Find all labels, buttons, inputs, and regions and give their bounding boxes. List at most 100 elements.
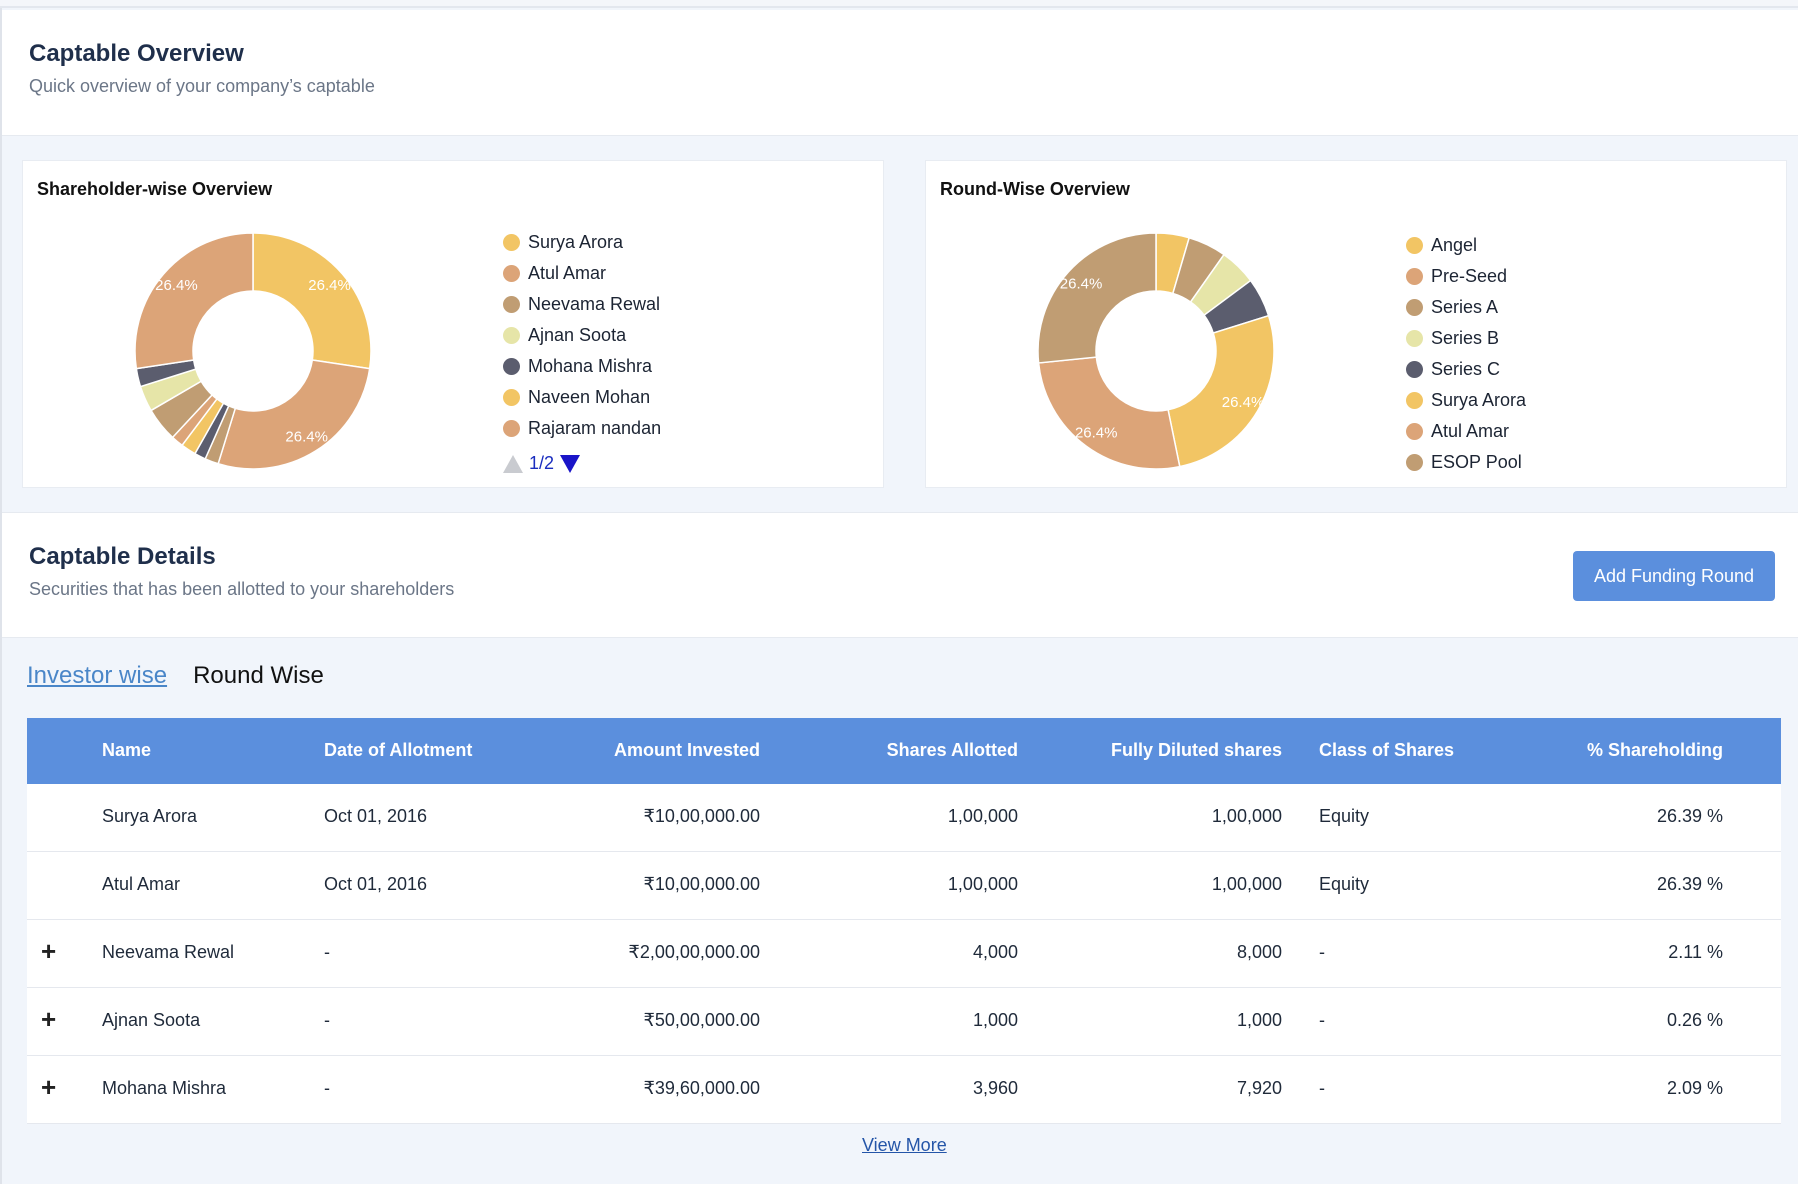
col-header-shareholding[interactable]: % Shareholding [1586, 740, 1723, 760]
donut-slice[interactable] [217, 359, 371, 470]
legend-dot [1406, 268, 1423, 285]
cell-shareholding: 0.26 % [1666, 1010, 1723, 1030]
cell-name: Surya Arora [102, 806, 198, 826]
donut-slice[interactable] [1037, 232, 1157, 364]
legend-dot [1406, 330, 1423, 347]
cell-shares: 4,000 [972, 942, 1018, 962]
legend-dot [1406, 299, 1423, 316]
captable-details-header: Captable Details Securities that has bee… [2, 512, 1798, 638]
legend-label: Series B [1431, 328, 1500, 348]
table-row[interactable]: + Mohana Mishra - ₹39,60,000.00 3,960 7,… [27, 1056, 1781, 1124]
col-header-name[interactable]: Name [102, 740, 152, 760]
table-row[interactable]: + Ajnan Soota - ₹50,00,000.00 1,000 1,00… [27, 988, 1781, 1056]
col-header-date[interactable]: Date of Allotment [324, 740, 473, 760]
donut-slice[interactable] [1037, 356, 1181, 470]
legend-label: Ajnan Soota [528, 325, 627, 345]
tab-investor-wise[interactable]: Investor wise [27, 662, 168, 689]
legend-dot [1406, 361, 1423, 378]
legend-dot [503, 358, 520, 375]
expand-icon[interactable]: + [41, 1072, 57, 1102]
tab-round-wise[interactable]: Round Wise [193, 662, 324, 689]
view-more-link[interactable]: View More [862, 1135, 947, 1155]
legend-label: Angel [1431, 235, 1478, 255]
shareholder-donut-chart: 26.4% 26.4% 26.4% [134, 232, 372, 470]
cell-date: - [324, 1078, 330, 1098]
cell-class: - [1319, 942, 1325, 962]
cell-shareholding: 26.39 % [1656, 806, 1723, 826]
cell-date: Oct 01, 2016 [324, 874, 428, 894]
cell-diluted: 1,00,000 [1211, 874, 1282, 894]
col-header-class[interactable]: Class of Shares [1319, 740, 1455, 760]
cell-shares: 1,00,000 [947, 874, 1018, 894]
slice-label: 26.4% [1222, 394, 1265, 411]
legend-label: Surya Arora [528, 232, 624, 252]
col-header-diluted[interactable]: Fully Diluted shares [1110, 740, 1282, 760]
top-border [0, 0, 1798, 8]
cell-shareholding: 26.39 % [1656, 874, 1723, 894]
donut-slice[interactable] [252, 232, 372, 370]
legend-label: Atul Amar [1431, 421, 1510, 441]
cell-class: - [1319, 1010, 1325, 1030]
cell-shareholding: 2.09 % [1666, 1078, 1723, 1098]
legend-item[interactable]: Series A [1406, 292, 1526, 323]
shareholder-chart-title: Shareholder-wise Overview [37, 179, 273, 199]
legend-dot [503, 420, 520, 437]
legend-dot [503, 389, 520, 406]
cell-amount: ₹2,00,00,000.00 [628, 942, 760, 962]
legend-item[interactable]: Surya Arora [1406, 385, 1526, 416]
legend-item[interactable]: Series B [1406, 323, 1526, 354]
cell-amount: ₹10,00,000.00 [643, 874, 760, 894]
details-title: Captable Details [29, 543, 216, 570]
legend-item[interactable]: Pre-Seed [1406, 261, 1526, 292]
legend-item[interactable]: Angel [1406, 230, 1526, 261]
col-header-shares[interactable]: Shares Allotted [886, 740, 1018, 760]
add-funding-round-button[interactable]: Add Funding Round [1573, 551, 1775, 601]
round-donut-chart: 26.4% 26.4% 26.4% [1037, 232, 1275, 470]
cell-shares: 1,000 [972, 1010, 1018, 1030]
legend-item[interactable]: ESOP Pool [1406, 447, 1526, 478]
pager-down-icon[interactable] [560, 454, 581, 473]
legend-item[interactable]: Series C [1406, 354, 1526, 385]
cell-amount: ₹39,60,000.00 [643, 1078, 760, 1098]
details-subtitle: Securities that has been allotted to you… [29, 579, 455, 599]
cell-diluted: 7,920 [1236, 1078, 1282, 1098]
cell-date: Oct 01, 2016 [324, 806, 428, 826]
legend-label: Neevama Rewal [528, 294, 661, 314]
table-row[interactable]: + Neevama Rewal - ₹2,00,00,000.00 4,000 … [27, 920, 1781, 988]
col-header-amount[interactable]: Amount Invested [613, 740, 760, 760]
legend-dot [503, 265, 520, 282]
expand-icon[interactable]: + [41, 1004, 57, 1034]
donut-slice[interactable] [1167, 314, 1275, 468]
legend-label: Mohana Mishra [528, 356, 653, 376]
legend-item[interactable]: Atul Amar [503, 258, 661, 289]
cell-amount: ₹10,00,000.00 [643, 806, 760, 826]
legend-item[interactable]: Naveen Mohan [503, 382, 661, 413]
legend-item[interactable]: Mohana Mishra [503, 351, 661, 382]
legend-item[interactable]: Neevama Rewal [503, 289, 661, 320]
legend-item[interactable]: Surya Arora [503, 227, 661, 258]
slice-label: 26.4% [308, 277, 351, 294]
shareholder-overview-card: Shareholder-wise Overview 26.4% 26.4% 26.4… [22, 160, 884, 488]
legend-item[interactable]: Atul Amar [1406, 416, 1526, 447]
table-row[interactable]: Surya Arora Oct 01, 2016 ₹10,00,000.00 1… [27, 784, 1781, 852]
donut-slice[interactable] [134, 232, 254, 370]
legend-label: Atul Amar [528, 263, 607, 283]
cell-class: Equity [1319, 874, 1370, 894]
legend-label: ESOP Pool [1431, 452, 1522, 472]
overview-subtitle: Quick overview of your company’s captabl… [29, 76, 375, 96]
cell-shares: 1,00,000 [947, 806, 1018, 826]
legend-label: Surya Arora [1431, 390, 1527, 410]
slice-label: 26.4% [1060, 275, 1103, 292]
cell-date: - [324, 1010, 330, 1030]
expand-icon[interactable]: + [41, 936, 57, 966]
cell-diluted: 1,00,000 [1211, 806, 1282, 826]
left-border [0, 8, 2, 1184]
table-row[interactable]: Atul Amar Oct 01, 2016 ₹10,00,000.00 1,0… [27, 852, 1781, 920]
legend-item[interactable]: Ajnan Soota [503, 320, 661, 351]
cell-name: Neevama Rewal [102, 942, 235, 962]
legend-dot [503, 327, 520, 344]
cell-date: - [324, 942, 330, 962]
legend-item[interactable]: Rajaram nandan [503, 413, 661, 444]
pager-up-icon[interactable] [503, 454, 523, 473]
legend-dot [1406, 454, 1423, 471]
